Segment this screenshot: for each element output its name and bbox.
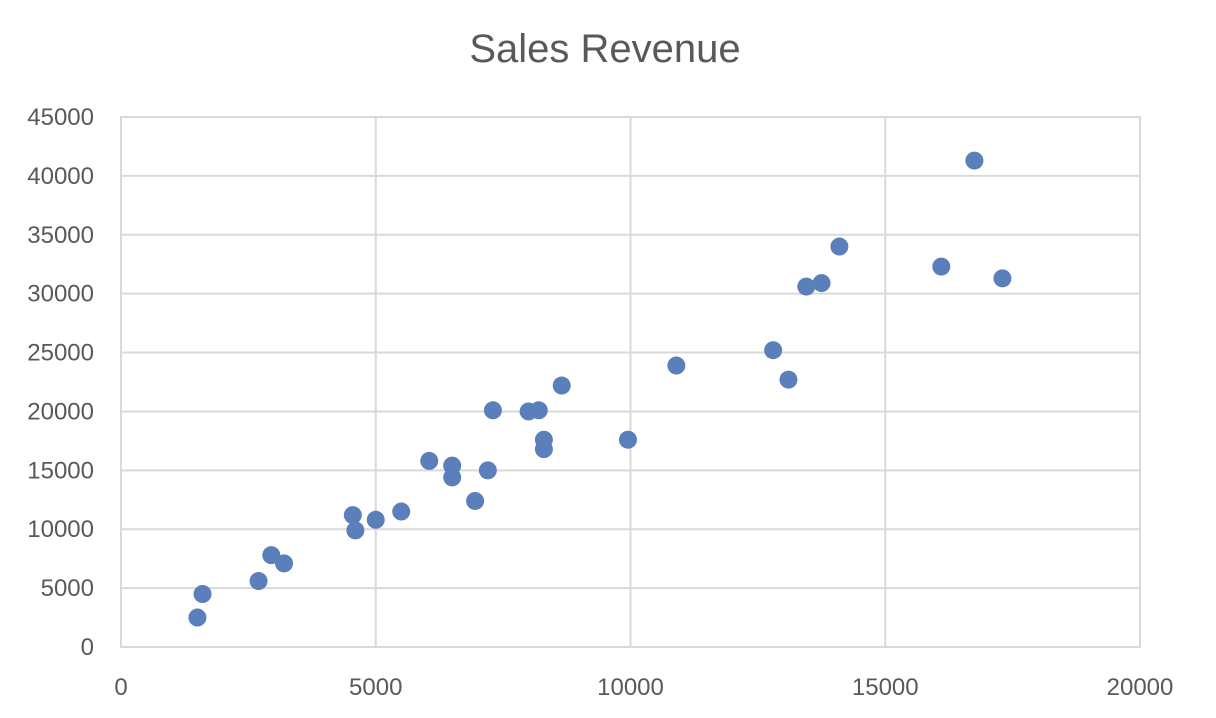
x-tick-label: 5000 (349, 674, 402, 701)
data-point (534, 440, 553, 459)
x-tick-label: 20000 (1107, 674, 1174, 701)
data-point (188, 608, 207, 627)
y-tick-label: 30000 (27, 281, 94, 308)
plot-area (120, 116, 1141, 648)
data-point (466, 491, 485, 510)
data-point (483, 401, 502, 420)
y-axis-tick-labels: 0 5000 10000 15000 20000 25000 30000 35000 40000… (27, 104, 94, 661)
data-point (764, 341, 783, 360)
data-point (965, 151, 984, 170)
data-point (797, 277, 816, 296)
data-point (618, 430, 637, 449)
data-point (343, 506, 362, 525)
data-point (667, 356, 686, 375)
data-point (275, 554, 294, 573)
x-tick-label: 0 (114, 674, 127, 701)
data-point (779, 370, 798, 389)
grid-lines (120, 116, 1141, 648)
data-point (478, 461, 497, 480)
x-tick-label: 10000 (597, 674, 664, 701)
chart-title: Sales Revenue (469, 27, 740, 71)
data-point (830, 237, 849, 256)
data-point (420, 451, 439, 470)
y-tick-label: 25000 (27, 340, 94, 367)
data-point (366, 510, 385, 529)
x-axis-tick-labels: 0 5000 10000 15000 20000 (114, 674, 1173, 701)
data-point (529, 401, 548, 420)
data-point (262, 546, 281, 565)
data-point (932, 257, 951, 276)
y-tick-label: 5000 (41, 575, 94, 602)
data-point (346, 521, 365, 540)
data-points (188, 151, 1012, 627)
y-tick-label: 10000 (27, 516, 94, 543)
data-point (993, 269, 1012, 288)
y-tick-label: 35000 (27, 222, 94, 249)
y-tick-label: 20000 (27, 398, 94, 425)
y-tick-label: 40000 (27, 163, 94, 190)
data-point (392, 502, 411, 521)
data-point (552, 376, 571, 395)
y-tick-label: 15000 (27, 457, 94, 484)
y-tick-label: 0 (81, 634, 94, 661)
data-point (249, 572, 268, 591)
data-point (443, 468, 462, 487)
y-tick-label: 45000 (27, 104, 94, 131)
data-point (193, 585, 212, 603)
data-point (812, 274, 831, 293)
x-tick-label: 15000 (852, 674, 919, 701)
